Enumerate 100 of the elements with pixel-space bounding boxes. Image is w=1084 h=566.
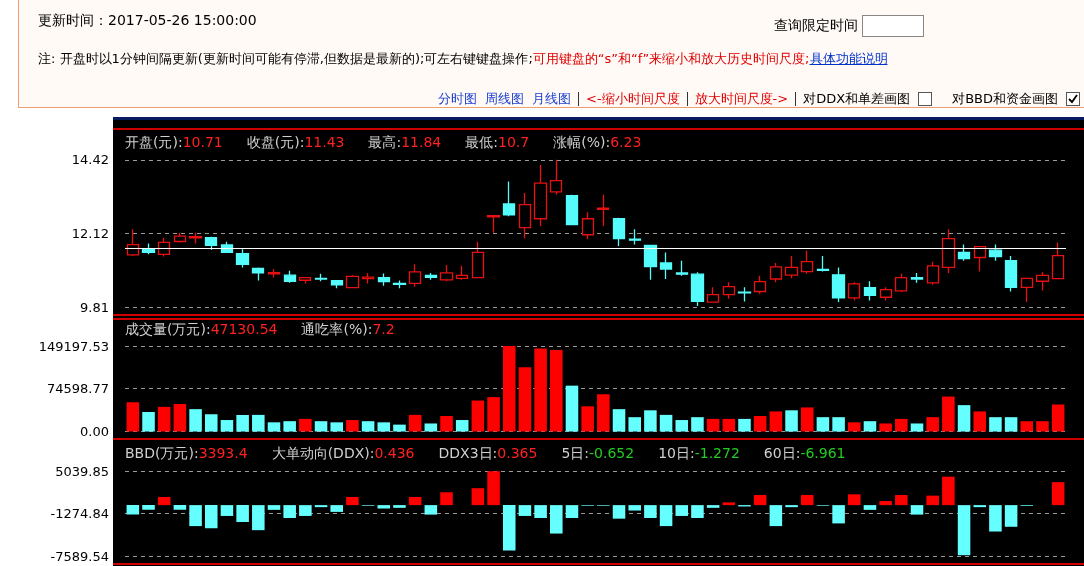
candlestick [408,263,422,288]
bar [753,494,767,506]
bar [252,505,265,531]
bar [659,414,673,432]
candlestick [533,164,548,227]
bar [550,350,563,432]
text: <-缩小时间尺度 [586,90,680,108]
candlestick [330,279,344,289]
bar [550,505,563,534]
bar [785,410,798,432]
annotation: 收盘(元):11.43 [246,134,345,150]
text: 可用键盘的“s”和“f”来缩小和放大历史时间尺度; [532,50,810,68]
bar [346,497,359,506]
candlestick [1020,277,1034,303]
bar [142,412,155,432]
candlestick [283,270,297,284]
bar [706,505,720,508]
bar [1004,417,1018,432]
bar [126,402,140,432]
text: 通吃率(%):7.2 [301,321,395,337]
bar [346,420,359,432]
bar [534,505,547,518]
bar [612,505,626,519]
text: 5日:-0.652 [561,445,635,461]
candlestick [690,271,705,307]
candlestick [926,261,940,286]
candlestick [173,232,187,244]
candlestick [267,268,281,279]
candlestick [894,273,908,293]
bar [424,505,438,515]
candlestick [392,279,407,289]
candlestick [941,228,956,274]
candlestick [643,244,658,281]
text: 大单动向(DDX):0.436 [271,445,415,461]
candlestick [596,194,610,227]
bar [644,410,657,432]
bar [706,418,720,432]
y-tick-label: 0.00 [80,424,109,439]
bar [1051,404,1065,432]
bar [910,505,924,515]
text: 对BBD和资金画图 [952,90,1058,108]
candlestick [847,281,861,302]
bar [189,505,202,527]
bar [848,422,861,432]
candlestick [188,232,203,245]
bar [440,416,453,432]
bar [393,505,406,508]
text: 成交量(万元):47130.54 [125,321,278,337]
candlestick [345,274,360,289]
bar [157,497,171,506]
bar [408,497,422,506]
bar [471,400,485,432]
bar [173,505,187,510]
text: 放大时间尺度-> [694,90,789,108]
candlestick [486,214,501,234]
bar [957,405,971,432]
bar [722,418,736,432]
candlestick [973,245,987,273]
bar [408,414,422,432]
text: 10日:-1.272 [658,445,740,461]
bar [565,505,579,518]
bar [267,505,281,510]
candlestick [612,217,626,247]
candlestick [863,280,877,302]
bar [471,488,485,506]
candlestick [722,281,736,300]
bar [738,418,751,432]
bar [769,411,783,432]
bar [314,505,328,508]
candlestick [1051,241,1065,280]
bar [502,346,516,432]
bar [236,414,249,432]
candlestick [204,236,218,251]
bar [879,423,892,432]
candlestick [157,237,171,258]
candlestick [424,272,438,281]
bar [863,421,877,432]
bar [957,505,971,556]
candlestick [439,264,454,282]
bar [753,416,767,432]
bar [659,505,673,527]
candlestick [471,241,485,279]
bar [1051,482,1065,506]
bar [455,420,469,432]
bar [204,505,218,529]
bar [267,422,281,432]
bar [330,505,343,512]
candlestick [314,273,328,282]
bar [800,494,814,506]
bar [644,505,657,518]
candlestick [455,265,469,281]
bar [785,505,798,508]
bar [973,505,987,508]
candlestick [737,286,752,303]
candlestick [659,251,673,280]
y-tick-label: 9.81 [80,300,109,315]
bar [157,406,171,432]
bar [722,502,736,506]
bar [1004,505,1018,527]
bar [895,494,908,506]
